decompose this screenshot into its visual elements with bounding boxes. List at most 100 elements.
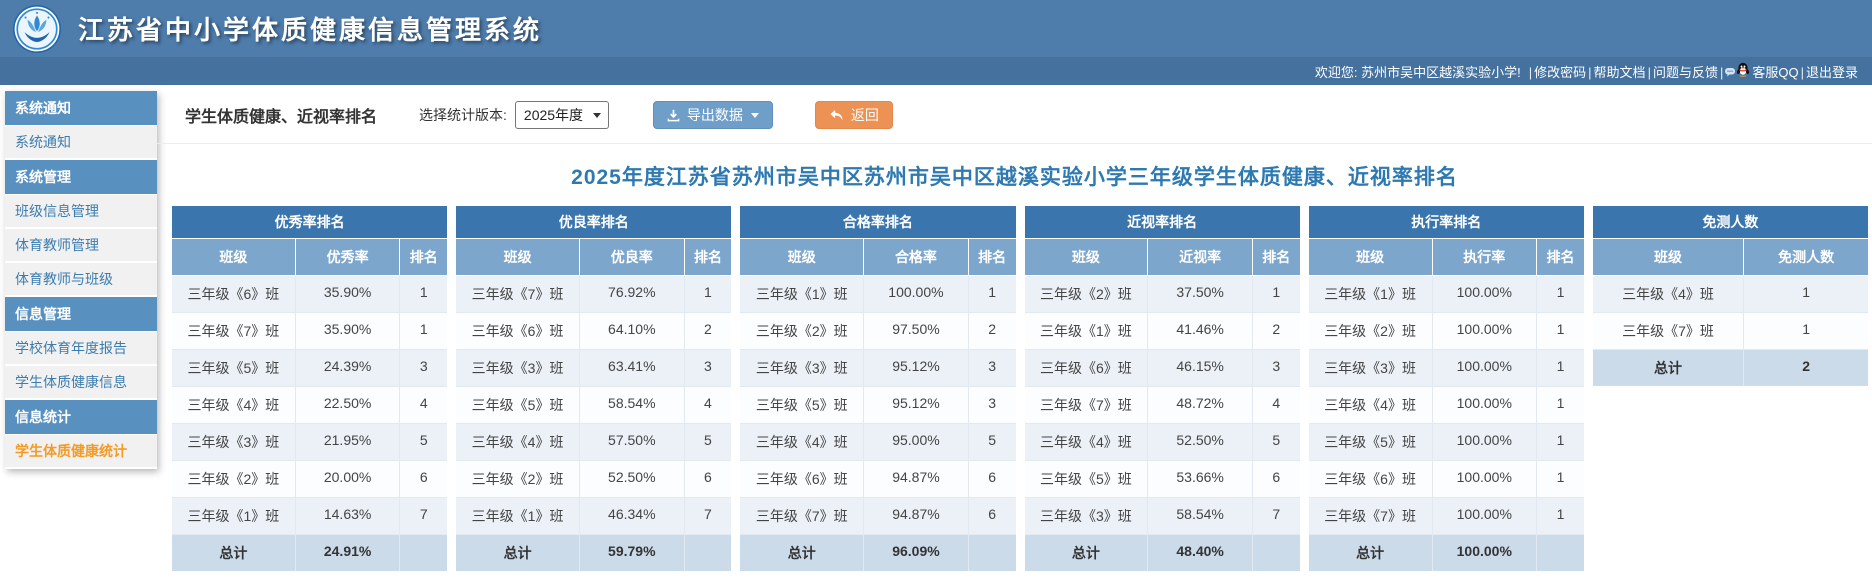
column-header-cell: 排名 [968,239,1016,276]
export-data-label: 导出数据 [686,107,743,123]
sidebar-item[interactable]: 学生体质健康信息 [5,366,157,400]
back-label: 返回 [850,107,879,123]
table-row: 三年级《5》班 53.66% 6 [1024,461,1300,498]
sidebar-section-header[interactable]: 系统通知 [5,91,157,126]
table-row-cell: 94.87% [864,461,969,498]
table-row-cell: 6 [968,461,1016,498]
total-row-cell: 总计 [172,535,296,571]
total-row-cell: 24.91% [295,535,401,571]
column-header-cell: 执行率 [1432,239,1538,276]
sidebar-item[interactable]: 体育教师与班级 [5,263,157,297]
sidebar-section-header[interactable]: 信息管理 [5,297,157,332]
sidebar-section-header[interactable]: 信息统计 [5,400,157,435]
column-header-cell: 优秀率 [295,239,401,276]
column-header: 班级 免测人数 [1592,239,1869,276]
table-row: 三年级《2》班 52.50% 6 [456,461,732,498]
table-row-cell: 三年级《7》班 [1592,313,1745,350]
total-row-cell: 59.79% [579,535,685,571]
table-row-cell: 三年级《3》班 [456,350,580,387]
table-row: 三年级《1》班 46.34% 7 [456,498,732,535]
column-header-cell: 排名 [1537,239,1584,276]
sidebar-item[interactable]: 体育教师管理 [5,229,157,263]
version-select-label: 选择统计版本: [419,107,507,123]
version-select[interactable]: 2025年度 [514,101,609,129]
table-row: 三年级《7》班 48.72% 4 [1024,387,1300,424]
total-row-cell: 总计 [740,535,865,571]
header-link-text[interactable]: 修改密码 [1534,64,1587,80]
table-row-cell: 7 [684,498,732,535]
report-title: 2025年度江苏省苏州市吴中区苏州市吴中区越溪实验小学三年级学生体质健康、近视率… [571,166,1458,189]
table-row-cell: 97.50% [864,313,969,350]
header-link-text[interactable]: 问题与反馈 [1652,64,1718,80]
table-row-cell: 6 [400,461,448,498]
table-row-cell: 22.50% [295,387,401,424]
table-title: 近视率排名 [1024,206,1300,239]
welcome-bar: 欢迎您: 苏州市吴中区越溪实验小学! | 修改密码 | 帮助文档 | 问题与反馈 | 客服QQ… [0,57,1872,85]
toolbar: 学生体质健康、近视率排名 选择统计版本: 2025年度 导出数据 [157,85,1872,144]
table-row-cell: 95.12% [864,387,969,424]
column-header: 班级 执行率 排名 [1308,239,1584,276]
table-row-cell: 三年级《5》班 [172,350,296,387]
back-arrow-icon [830,109,843,121]
table-title: 合格率排名 [740,206,1016,239]
sidebar-item-active[interactable]: 学生体质健康统计 [5,435,157,469]
table-row-cell: 1 [400,313,448,350]
table-row: 三年级《2》班 20.00% 6 [172,461,448,498]
table-row: 三年级《3》班 100.00% 1 [1308,350,1584,387]
header-link-text[interactable]: 帮助文档 [1593,64,1646,80]
column-header-cell: 优良率 [579,239,685,276]
table-title: 优良率排名 [456,206,732,239]
table-row-cell: 3 [684,350,732,387]
sidebar-item[interactable]: 学校体育年度报告 [5,332,157,366]
table-row: 三年级《2》班 97.50% 2 [740,313,1016,350]
header-link-qq[interactable]: 客服QQ [1752,64,1799,80]
table-row-cell: 三年级《1》班 [456,498,580,535]
back-button[interactable]: 返回 [814,101,893,129]
total-row: 总计 59.79% [456,535,732,571]
table-row-cell: 三年级《5》班 [1024,461,1149,498]
export-data-button[interactable]: 导出数据 [652,101,773,129]
column-header-cell: 免测人数 [1744,239,1869,276]
column-header-cell: 班级 [1308,239,1433,276]
rank-table: 优秀率排名 班级 优秀率 排名 三年级《6》班 35.90% 1 三年级《7》班 35.90% 1… [172,206,448,571]
table-row-cell: 三年级《2》班 [1024,276,1149,313]
rank-table: 优良率排名 班级 优良率 排名 三年级《7》班 76.92% 1 三年级《6》班 64.10% 2… [456,206,732,571]
sidebar-item[interactable]: 班级信息管理 [5,195,157,229]
table-row-cell: 100.00% [1432,424,1538,461]
table-row-cell: 20.00% [295,461,401,498]
column-header-cell: 班级 [1592,239,1745,276]
main-content: 学生体质健康、近视率排名 选择统计版本: 2025年度 导出数据 [157,85,1872,571]
table-row-cell: 三年级《3》班 [1024,498,1149,535]
table-row-cell: 4 [1252,387,1300,424]
table-row-cell: 三年级《3》班 [172,424,296,461]
total-row: 总计 24.91% [172,535,448,571]
total-row-cell [684,535,732,571]
table-row-cell: 三年级《6》班 [1024,350,1149,387]
table-row-cell: 三年级《1》班 [172,498,296,535]
sidebar-item[interactable]: 系统通知 [5,126,157,160]
table-row-cell: 48.72% [1148,387,1253,424]
table-row-cell: 三年级《4》班 [1308,387,1433,424]
table-row-cell: 三年级《1》班 [1024,313,1149,350]
table-row-cell: 57.50% [579,424,685,461]
total-row-cell: 总计 [456,535,580,571]
table-row-cell: 5 [400,424,448,461]
table-row-cell: 6 [684,461,732,498]
separator: | [1647,64,1651,80]
table-row-cell: 64.10% [579,313,685,350]
separator: | [1719,64,1724,80]
table-row-cell: 35.90% [295,276,401,313]
table-row-cell: 三年级《4》班 [1592,276,1745,313]
table-row-cell: 1 [684,276,732,313]
table-row-cell: 三年级《4》班 [1024,424,1149,461]
table-row: 三年级《7》班 35.90% 1 [172,313,448,350]
table-row: 三年级《6》班 100.00% 1 [1308,461,1584,498]
table-row-cell: 21.95% [295,424,401,461]
table-row: 三年级《1》班 100.00% 1 [1308,276,1584,313]
header-link-text[interactable]: 退出登录 [1805,64,1858,80]
table-row-cell: 76.92% [579,276,685,313]
table-row-cell: 三年级《4》班 [172,387,296,424]
table-row-cell: 3 [1252,350,1300,387]
table-row-cell: 2 [1252,313,1300,350]
sidebar-section-header[interactable]: 系统管理 [5,160,157,195]
